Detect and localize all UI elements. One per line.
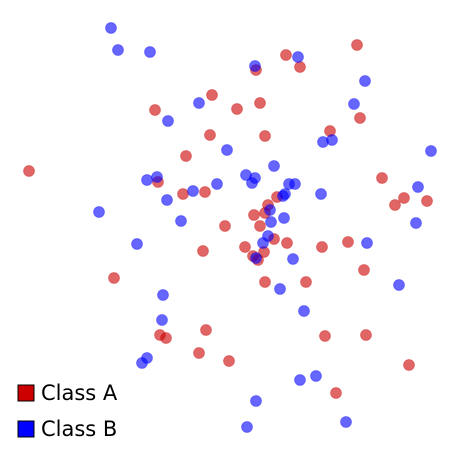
point: [359, 75, 371, 87]
point: [351, 39, 363, 51]
point: [289, 178, 301, 190]
point: [315, 188, 327, 200]
point: [105, 22, 117, 34]
point: [199, 186, 211, 198]
point: [319, 330, 331, 342]
point: [197, 245, 209, 257]
point: [421, 195, 433, 207]
point: [157, 289, 169, 301]
point: [294, 374, 306, 386]
point: [262, 230, 274, 242]
point: [354, 112, 366, 124]
point: [250, 252, 262, 264]
point: [316, 241, 328, 253]
point: [278, 212, 290, 224]
point: [287, 253, 299, 265]
point: [264, 204, 276, 216]
point: [361, 237, 373, 249]
point: [206, 89, 218, 101]
point: [156, 314, 168, 326]
point: [259, 276, 271, 288]
point: [250, 395, 262, 407]
point: [187, 185, 199, 197]
point: [200, 324, 212, 336]
point: [219, 220, 231, 232]
point: [112, 44, 124, 56]
point: [136, 357, 148, 369]
point: [403, 359, 415, 371]
point: [398, 192, 410, 204]
point: [268, 160, 280, 172]
point: [330, 387, 342, 399]
point: [410, 217, 422, 229]
point: [175, 215, 187, 227]
legend-label: Class A: [41, 381, 118, 405]
point: [360, 329, 372, 341]
point: [254, 220, 266, 232]
point: [223, 355, 235, 367]
point: [131, 238, 143, 250]
point: [239, 241, 251, 253]
legend-swatch: [17, 420, 35, 438]
point: [348, 98, 360, 110]
point: [326, 134, 338, 146]
legend-swatch: [17, 384, 35, 402]
point: [93, 206, 105, 218]
point: [310, 370, 322, 382]
point: [231, 103, 243, 115]
point: [277, 190, 289, 202]
point: [249, 60, 261, 72]
point: [259, 130, 271, 142]
point: [162, 115, 174, 127]
point: [141, 174, 153, 186]
point: [241, 421, 253, 433]
point: [177, 188, 189, 200]
point: [144, 46, 156, 58]
point: [193, 97, 205, 109]
point: [161, 194, 173, 206]
point: [193, 347, 205, 359]
legend-label: Class B: [41, 417, 117, 441]
point: [376, 172, 388, 184]
point: [108, 272, 120, 284]
point: [204, 129, 216, 141]
point: [340, 416, 352, 428]
point: [180, 150, 192, 162]
point: [211, 178, 223, 190]
point: [149, 104, 161, 116]
point: [274, 283, 286, 295]
point: [292, 51, 304, 63]
point: [412, 181, 424, 193]
point: [280, 49, 292, 61]
point: [254, 97, 266, 109]
point: [300, 276, 312, 288]
point: [342, 236, 354, 248]
point: [246, 177, 258, 189]
point: [298, 305, 310, 317]
point: [151, 171, 163, 183]
point: [281, 237, 293, 249]
point: [221, 144, 233, 156]
point: [23, 165, 35, 177]
point: [265, 216, 277, 228]
point: [389, 199, 401, 211]
point: [393, 279, 405, 291]
point: [248, 209, 260, 221]
point: [358, 264, 370, 276]
point: [294, 61, 306, 73]
point: [425, 145, 437, 157]
point: [160, 332, 172, 344]
